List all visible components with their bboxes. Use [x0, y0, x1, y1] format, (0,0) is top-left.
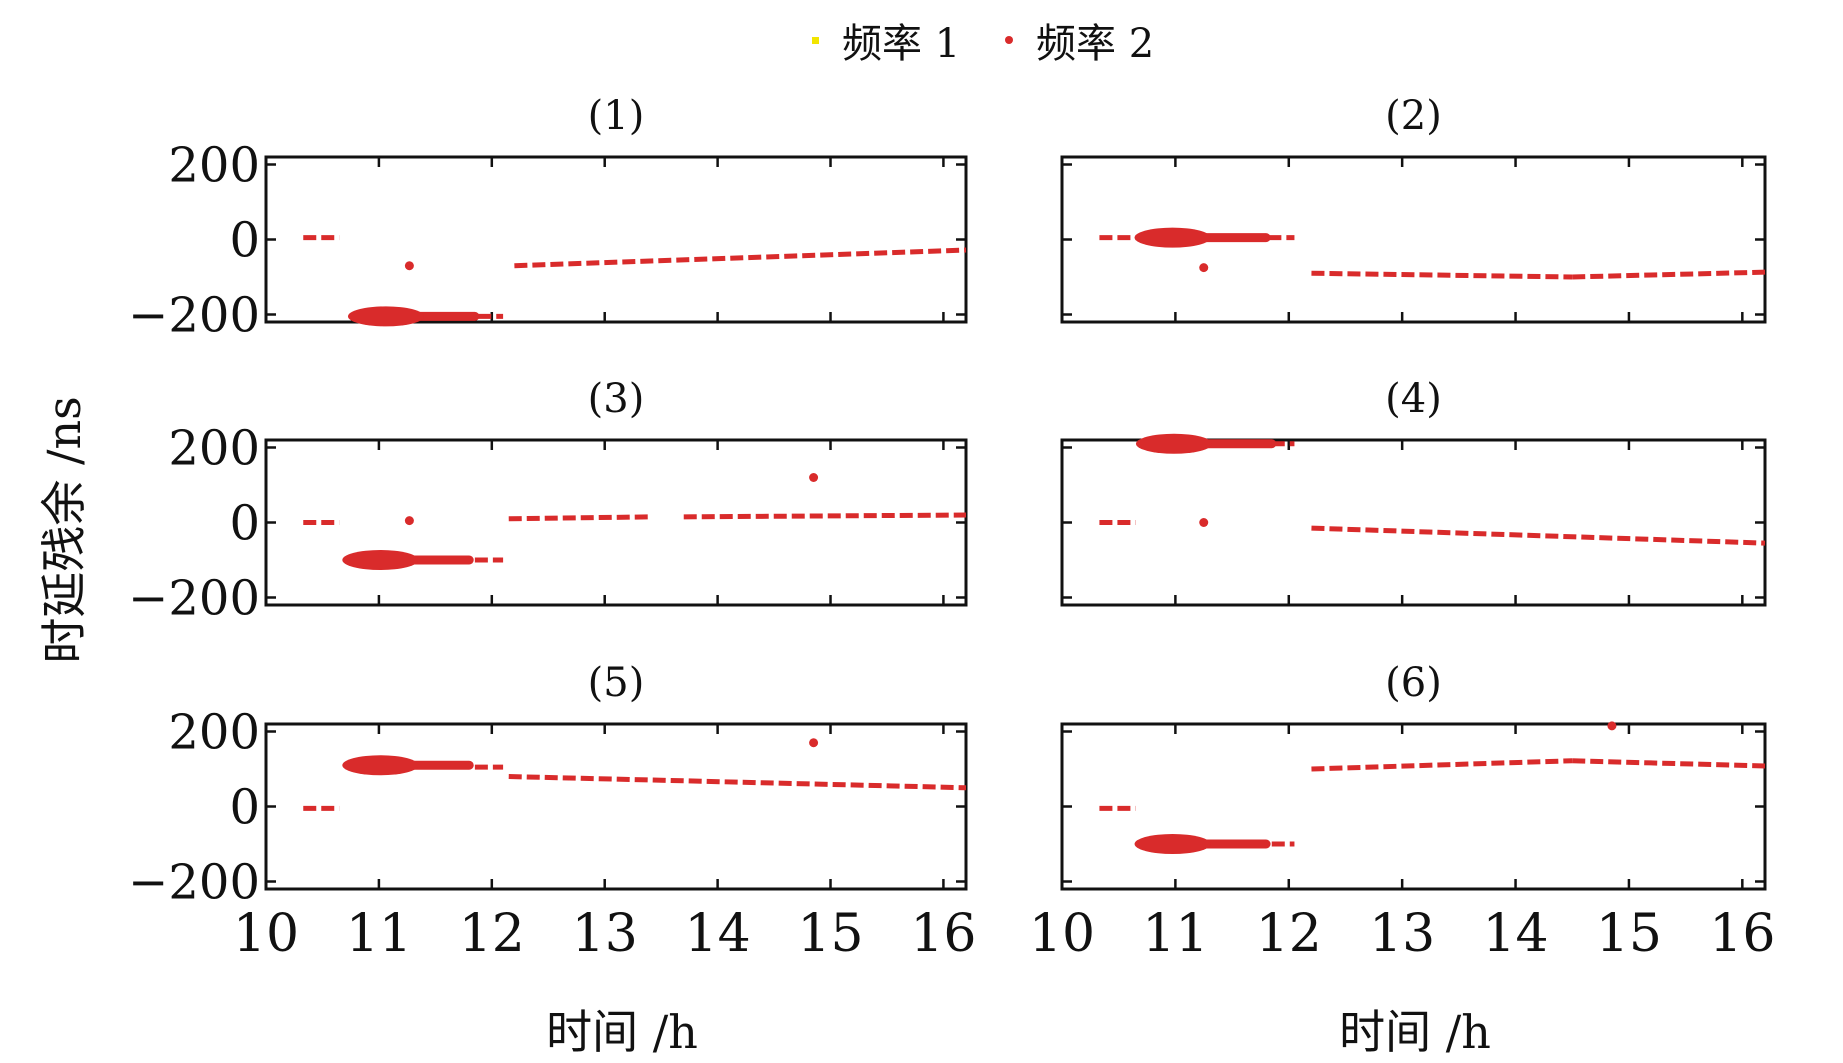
panel-frame — [264, 438, 968, 607]
panel-4: (4) — [1060, 376, 1767, 607]
data-outlier — [404, 261, 414, 271]
x-tick-label: 14 — [685, 904, 751, 964]
x-tick-label: 12 — [459, 904, 525, 964]
panel-title: (4) — [1385, 376, 1442, 422]
x-tick-label: 12 — [1256, 904, 1322, 964]
data-outlier — [1607, 721, 1617, 731]
panel-3: (3) 200 0 −200 — [128, 376, 968, 627]
x-tick-label: 10 — [233, 904, 299, 964]
y-tick-label: 200 — [168, 421, 260, 477]
data-trace — [1311, 270, 1573, 280]
x-tick-label: 10 — [1029, 904, 1095, 964]
y-tick-label: 0 — [229, 213, 260, 269]
panel-title: (6) — [1385, 660, 1442, 706]
x-tick-label: 13 — [572, 904, 638, 964]
data-trace — [1572, 758, 1766, 769]
x-tick-label: 15 — [1596, 904, 1662, 964]
panel-title: (3) — [588, 376, 645, 422]
data-outlier — [404, 516, 414, 526]
data-cluster-core — [342, 755, 419, 776]
legend: 频率 1 频率 2 — [812, 21, 1154, 67]
legend-swatch-freq2 — [1005, 36, 1013, 44]
data-trace — [508, 514, 650, 522]
y-tick-label: −200 — [128, 571, 260, 627]
data-trace — [1572, 269, 1766, 280]
y-tick-label: 0 — [229, 780, 260, 836]
x-tick-label: 11 — [346, 904, 412, 964]
data-trace — [1311, 525, 1766, 546]
data-outlier — [809, 738, 819, 748]
y-tick-label: −200 — [128, 855, 260, 911]
x-tick-label: 16 — [1709, 904, 1775, 964]
y-tick-label: 200 — [168, 705, 260, 761]
y-tick-label: 0 — [229, 496, 260, 552]
x-tick-label: 13 — [1369, 904, 1435, 964]
x-tick-label: 14 — [1482, 904, 1548, 964]
data-cluster-core — [1134, 834, 1211, 854]
data-cluster-core — [1134, 227, 1211, 248]
x-tick-label: 16 — [910, 904, 976, 964]
x-tick-label: 11 — [1142, 904, 1208, 964]
panel-6: (6) 10 11 12 13 14 15 16 — [1029, 660, 1775, 964]
panel-2: (2) — [1060, 93, 1767, 324]
x-axis-label-right: 时间 /h — [1339, 1005, 1491, 1059]
panel-frame — [264, 155, 968, 324]
legend-label-freq2: 频率 2 — [1036, 21, 1154, 67]
panel-title: (5) — [588, 660, 645, 706]
panel-frame — [1060, 438, 1767, 607]
data-trace — [683, 512, 967, 520]
y-axis-label: 时延残余 /ns — [37, 396, 91, 663]
x-tick-label: 15 — [797, 904, 863, 964]
x-axis-label-left: 时间 /h — [546, 1005, 698, 1059]
data-cluster-core — [347, 306, 424, 327]
panel-title: (1) — [588, 93, 645, 139]
data-trace — [508, 774, 967, 791]
data-trace — [514, 247, 967, 269]
y-tick-label: −200 — [128, 288, 260, 344]
legend-label-freq1: 频率 1 — [842, 21, 960, 67]
data-cluster-core — [342, 550, 419, 570]
panel-frame — [1060, 722, 1767, 891]
data-outlier — [1199, 263, 1209, 273]
y-tick-label: 200 — [168, 138, 260, 194]
panel-frame — [264, 722, 968, 891]
data-outlier — [1199, 518, 1209, 527]
panel-title: (2) — [1385, 93, 1442, 139]
data-cluster-core — [1135, 433, 1212, 454]
panel-1: (1) 200 0 −200 — [128, 93, 968, 344]
data-outlier — [809, 473, 819, 482]
legend-swatch-freq1 — [812, 37, 819, 44]
data-trace — [1311, 758, 1573, 772]
